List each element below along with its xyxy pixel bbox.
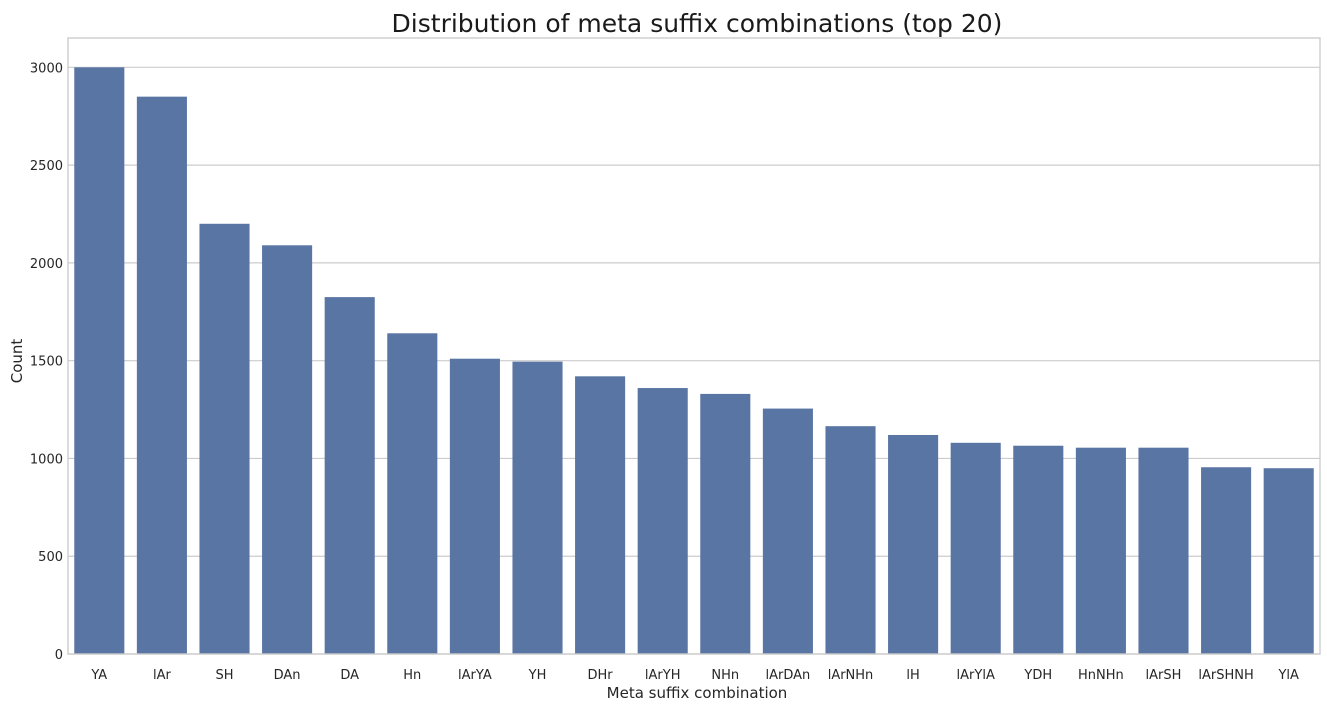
- x-tick-label: YDH: [1023, 668, 1052, 683]
- bar-lArYA: [449, 358, 500, 654]
- x-tick-label: lArYlA: [957, 668, 995, 683]
- x-tick-label: DHr: [588, 668, 614, 683]
- y-tick-label: 1000: [30, 452, 63, 467]
- bar-NHn: [700, 393, 751, 654]
- bar-lArYH: [637, 388, 688, 654]
- chart-title: Distribution of meta suffix combinations…: [392, 9, 1003, 38]
- bar-YA: [74, 67, 125, 655]
- bar-YH: [512, 361, 563, 654]
- bar-lAr: [136, 96, 187, 654]
- y-tick-label: 1500: [30, 355, 63, 370]
- bar-DHr: [575, 376, 626, 654]
- bars: [74, 67, 1314, 655]
- bar-Hn: [387, 333, 438, 654]
- bar-lArSHNH: [1201, 467, 1252, 654]
- y-axis-label: Count: [8, 339, 26, 384]
- bar-lArNHn: [825, 426, 876, 654]
- bar-lArDAn: [762, 408, 813, 654]
- bar-YlA: [1263, 468, 1314, 654]
- x-tick-label: DAn: [274, 668, 301, 683]
- x-tick-label: NHn: [711, 668, 739, 683]
- bar-lArSH: [1138, 447, 1189, 654]
- x-tick-label: lArYA: [458, 668, 492, 683]
- y-gridlines: [68, 66, 1320, 655]
- bar-DA: [324, 297, 375, 654]
- bar-lH: [888, 434, 939, 654]
- y-tick-label: 2000: [30, 257, 63, 272]
- x-tick-label: lAr: [153, 668, 172, 683]
- y-tick-label: 2500: [30, 159, 63, 174]
- x-tick-label: DA: [340, 668, 359, 683]
- y-tick-labels: 0 500 1000 1500 2000 2500 3000: [30, 61, 63, 663]
- x-tick-label: Hn: [403, 668, 421, 683]
- x-tick-label: SH: [215, 668, 233, 683]
- x-tick-label: lH: [906, 668, 919, 683]
- bar-DAn: [262, 245, 313, 655]
- x-tick-label: YA: [90, 668, 107, 683]
- x-tick-label: lArDAn: [766, 668, 811, 683]
- x-axis-label: Meta suffix combination: [607, 684, 788, 702]
- y-tick-label: 3000: [30, 61, 63, 76]
- x-tick-label: lArYH: [645, 668, 681, 683]
- x-tick-label: YlA: [1277, 668, 1299, 683]
- x-tick-label: HnNHn: [1078, 668, 1124, 683]
- x-tick-label: lArNHn: [828, 668, 874, 683]
- bar-lArYlA: [950, 442, 1001, 654]
- x-tick-labels: YA lAr SH DAn DA Hn lArYA YH DHr lArYH NHn lArDAn lA…: [90, 668, 1299, 683]
- y-tick-label: 0: [55, 648, 63, 663]
- x-tick-label: lArSHNH: [1198, 668, 1253, 683]
- x-tick-label: YH: [528, 668, 547, 683]
- plot-frame: [67, 37, 1321, 655]
- x-tick-label: lArSH: [1146, 668, 1182, 683]
- bar-SH: [199, 223, 250, 654]
- bar-HnNHn: [1075, 447, 1126, 654]
- bar-YDH: [1013, 445, 1064, 654]
- y-tick-label: 500: [38, 550, 63, 565]
